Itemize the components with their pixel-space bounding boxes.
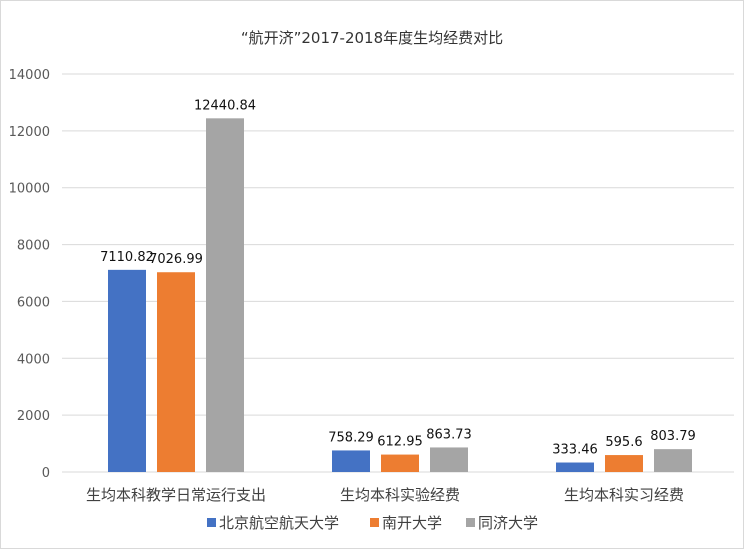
y-tick-label: 0 <box>42 466 50 481</box>
data-label: 12440.84 <box>194 98 256 113</box>
y-tick-label: 10000 <box>9 182 50 197</box>
legend-swatch <box>466 518 475 527</box>
data-label: 333.46 <box>552 443 598 458</box>
y-tick-label: 6000 <box>17 295 50 310</box>
bar <box>108 269 146 472</box>
data-label: 863.73 <box>426 427 472 442</box>
y-tick-label: 4000 <box>17 352 50 367</box>
data-label: 803.79 <box>650 429 696 444</box>
legend-label: 北京航空航天大学 <box>219 514 339 532</box>
legend-label: 同济大学 <box>478 514 538 532</box>
data-label: 7110.82 <box>100 250 154 265</box>
legend-swatch <box>370 518 379 527</box>
y-tick-label: 14000 <box>9 68 50 83</box>
legend-label: 南开大学 <box>382 514 442 532</box>
data-label: 612.95 <box>377 435 423 450</box>
data-label: 7026.99 <box>149 252 203 267</box>
x-tick-label: 生均本科教学日常运行支出 <box>86 486 266 504</box>
y-tick-label: 12000 <box>9 125 50 140</box>
y-tick-label: 2000 <box>17 409 50 424</box>
bar <box>206 118 244 472</box>
data-label: 758.29 <box>328 430 374 445</box>
bar <box>430 447 468 472</box>
bar <box>332 450 370 472</box>
x-tick-label: 生均本科实习经费 <box>564 486 684 504</box>
bar <box>157 272 195 472</box>
data-label: 595.6 <box>605 435 642 450</box>
bar <box>654 449 692 472</box>
chart-title: “航开济”2017-2018年度生均经费对比 <box>241 29 503 47</box>
bar <box>605 455 643 472</box>
x-tick-label: 生均本科实验经费 <box>340 486 460 504</box>
bar <box>381 454 419 472</box>
legend-swatch <box>207 518 216 527</box>
bar <box>556 462 594 472</box>
y-tick-label: 8000 <box>17 239 50 254</box>
